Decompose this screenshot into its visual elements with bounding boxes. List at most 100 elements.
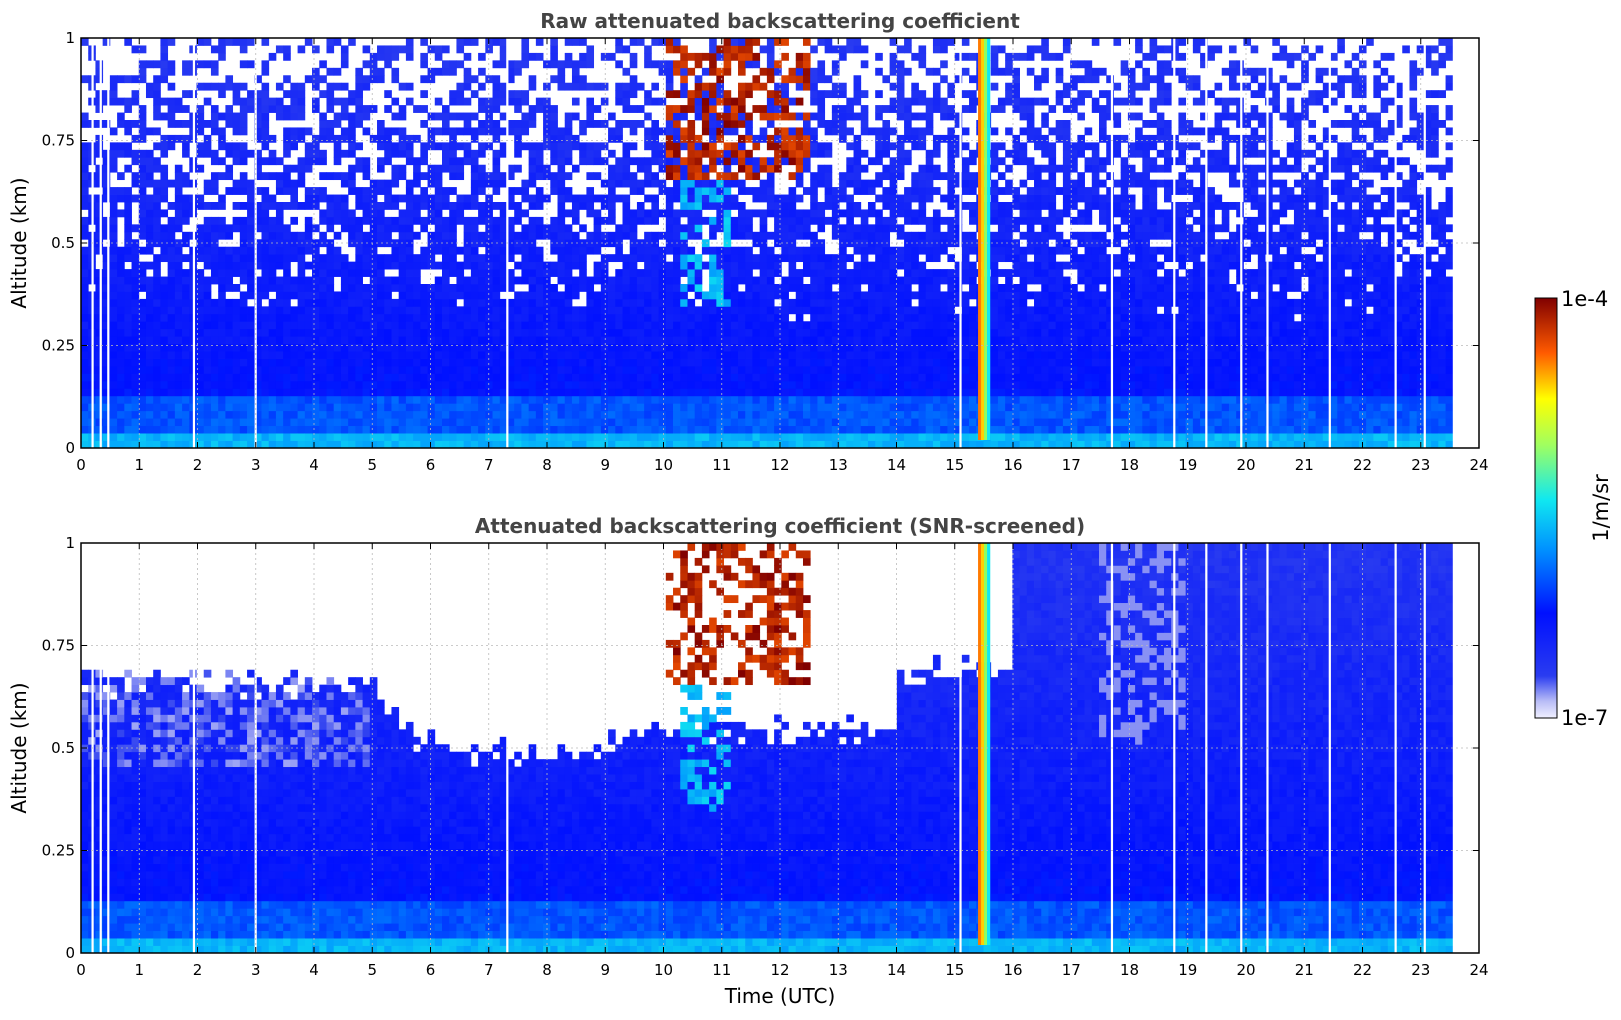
heatmap-cell	[831, 306, 840, 315]
heatmap-cell	[405, 380, 414, 389]
heatmap-cell	[694, 306, 703, 315]
heatmap-cell	[420, 172, 428, 181]
heatmap-cell	[795, 306, 804, 315]
heatmap-cell	[911, 418, 919, 427]
heatmap-cell	[738, 246, 746, 255]
heatmap-cell	[420, 187, 428, 195]
heatmap-cell	[449, 395, 457, 404]
heatmap-cell	[348, 224, 356, 233]
heatmap-cell	[904, 127, 912, 136]
heatmap-cell	[557, 261, 566, 270]
heatmap-cell	[781, 343, 789, 352]
heatmap-cell	[326, 67, 335, 76]
heatmap-cell	[629, 403, 638, 412]
heatmap-cell	[535, 358, 544, 367]
heatmap-cell	[759, 403, 768, 412]
heatmap-cell	[824, 366, 833, 374]
heatmap-cell	[521, 38, 530, 46]
heatmap-cell	[622, 425, 631, 434]
heatmap-cell	[203, 38, 212, 46]
heatmap-cell	[247, 351, 255, 359]
heatmap-cell	[716, 246, 724, 255]
heatmap-cell	[774, 291, 782, 300]
heatmap-cell	[449, 440, 457, 448]
heatmap-cell	[557, 209, 566, 218]
heatmap-cell	[723, 313, 732, 322]
heatmap-cell	[673, 224, 681, 233]
heatmap-cell	[167, 403, 176, 412]
heatmap-cell	[427, 440, 436, 448]
heatmap-cell	[535, 105, 544, 113]
heatmap-cell	[131, 261, 140, 270]
heatmap-cell	[124, 313, 132, 322]
heatmap-cell	[290, 194, 298, 203]
heatmap-cell	[730, 418, 739, 427]
heatmap-cell	[694, 313, 703, 322]
heatmap-cell	[514, 336, 522, 345]
heatmap-cell	[615, 298, 623, 307]
heatmap-cell	[167, 425, 176, 434]
heatmap-cell	[564, 157, 573, 166]
heatmap-cell	[571, 373, 580, 382]
heatmap-cell	[275, 373, 284, 382]
heatmap-cell	[470, 231, 479, 240]
heatmap-cell	[456, 366, 465, 374]
heatmap-cell	[362, 254, 371, 263]
heatmap-cell	[730, 269, 739, 277]
heatmap-cell	[182, 172, 190, 181]
heatmap-cell	[261, 120, 270, 128]
heatmap-cell	[247, 97, 255, 106]
heatmap-cell	[131, 254, 140, 263]
heatmap-cell	[109, 343, 118, 352]
heatmap-cell	[586, 45, 595, 54]
heatmap-cell	[210, 380, 219, 389]
heatmap-cell	[860, 224, 869, 233]
heatmap-cell	[723, 231, 732, 240]
heatmap-cell	[449, 351, 457, 359]
heatmap-cell	[355, 418, 363, 427]
heatmap-cell	[904, 336, 912, 345]
heatmap-cell	[680, 284, 688, 292]
heatmap-cell	[658, 380, 667, 389]
heatmap-cell	[564, 246, 573, 255]
heatmap-cell	[463, 328, 472, 337]
heatmap-cell	[182, 269, 190, 277]
heatmap-cell	[434, 202, 443, 210]
heatmap-cell	[138, 179, 147, 188]
heatmap-cell	[810, 254, 818, 263]
heatmap-cell	[442, 343, 450, 352]
heatmap-cell	[802, 157, 811, 166]
heatmap-cell	[535, 328, 544, 337]
heatmap-cell	[283, 172, 291, 181]
heatmap-cell	[218, 328, 226, 337]
heatmap-cell	[304, 403, 313, 412]
heatmap-cell	[535, 418, 544, 427]
heatmap-cell	[831, 105, 840, 113]
heatmap-cell	[81, 291, 89, 300]
heatmap-cell	[738, 60, 746, 69]
heatmap-cell	[470, 306, 479, 315]
heatmap-cell	[182, 239, 190, 248]
heatmap-cell	[203, 328, 212, 337]
heatmap-cell	[124, 306, 132, 315]
heatmap-cell	[752, 142, 761, 151]
heatmap-cell	[774, 134, 782, 143]
heatmap-cell	[680, 343, 688, 352]
heatmap-cell	[210, 433, 219, 441]
heatmap-cell	[369, 209, 378, 218]
heatmap-cell	[615, 231, 623, 240]
heatmap-cell	[478, 328, 486, 337]
heatmap-cell	[586, 373, 595, 382]
heatmap-cell	[102, 164, 111, 173]
heatmap-cell	[608, 179, 616, 188]
heatmap-cell	[629, 373, 638, 382]
heatmap-cell	[442, 269, 450, 277]
heatmap-cell	[283, 284, 291, 292]
heatmap-cell	[904, 425, 912, 434]
heatmap-cell	[701, 395, 710, 404]
heatmap-cell	[290, 306, 298, 315]
heatmap-cell	[694, 202, 703, 210]
heatmap-cell	[268, 388, 277, 397]
heatmap-cell	[384, 276, 392, 285]
heatmap-cell	[167, 134, 176, 143]
